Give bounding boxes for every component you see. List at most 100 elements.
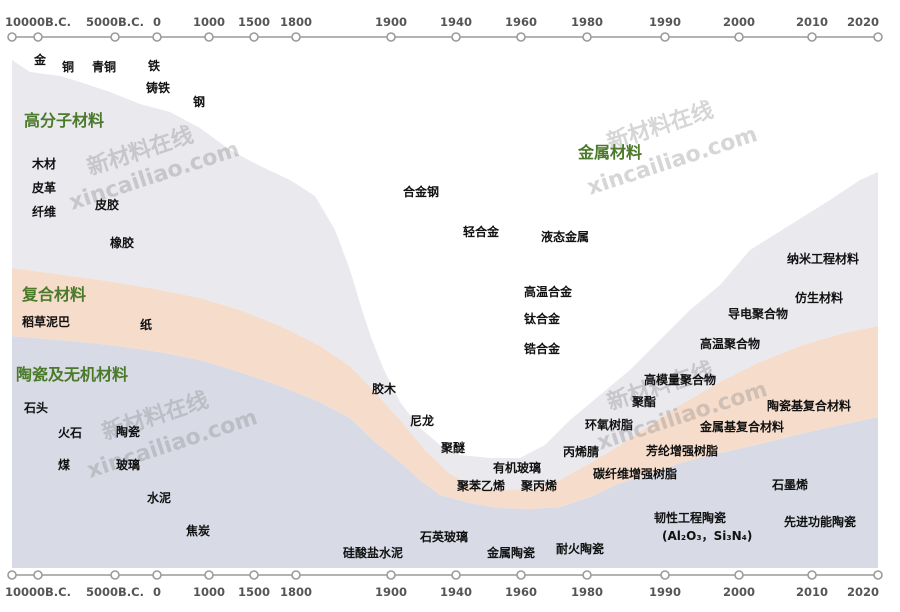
label-ceramic-matrix-composite: 陶瓷基复合材料 (767, 398, 851, 413)
axis-tick-dot (451, 32, 461, 42)
composite-band (12, 268, 878, 509)
axis-tick-label: 0 (153, 585, 161, 599)
label-cast-iron: 铸铁 (146, 80, 170, 95)
label-biomimetic: 仿生材料 (795, 290, 843, 305)
axis-tick-label: 2020 (847, 585, 879, 599)
axis-tick-dot (33, 570, 43, 580)
label-zirconium-alloy: 锆合金 (524, 341, 561, 356)
label-cermet: 金属陶瓷 (486, 545, 535, 560)
label-metal-matrix-composite: 金属基复合材料 (699, 419, 784, 434)
label-coke: 焦炭 (185, 523, 210, 538)
label-high-modulus-polymer: 高模量聚合物 (644, 372, 716, 387)
axis-tick-label: 1940 (440, 15, 472, 29)
axis-tick-dot (660, 32, 670, 42)
axis-tick-label: 1990 (649, 15, 681, 29)
label-titanium-alloy: 钛合金 (524, 311, 561, 326)
label-tough-ceramics-formula: (Al₂O₃，Si₃N₄) (662, 529, 752, 543)
axis-tick-dot (660, 570, 670, 580)
axis-tick-dot (204, 32, 214, 42)
axis-tick-label: 1000 (193, 15, 225, 29)
label-steel: 钢 (193, 94, 205, 109)
category-metal: 金属材料 (577, 143, 642, 162)
label-polyester: 聚酯 (631, 394, 656, 409)
label-advanced-functional-ceramics: 先进功能陶瓷 (784, 514, 856, 529)
label-stone: 石头 (23, 400, 48, 415)
label-silicate-cement: 硅酸盐水泥 (343, 545, 403, 560)
axis-tick-label: 1990 (649, 585, 681, 599)
label-epoxy: 环氧树脂 (585, 417, 633, 432)
label-alloy-steel: 合金钢 (403, 184, 439, 199)
label-glass: 玻璃 (116, 457, 140, 472)
axis-tick-label: 2010 (796, 585, 828, 599)
axis-tick-label: 1800 (280, 15, 312, 29)
label-liquid-metal: 液态金属 (541, 229, 589, 244)
label-polypropylene: 聚丙烯 (520, 478, 557, 493)
axis-tick-dot (291, 32, 301, 42)
axis-tick-dot (807, 32, 817, 42)
label-paper: 纸 (140, 317, 152, 332)
bottom-axis: 10000B.C. 5000B.C. 0 1000 1500 1800 1900 1940 19… (5, 570, 883, 599)
axis-tick-dot (734, 32, 744, 42)
label-quartz-glass: 石英玻璃 (419, 529, 468, 544)
axis-tick-label: 1900 (375, 585, 407, 599)
axis-tick-dot (807, 570, 817, 580)
axis-tick-dot (386, 32, 396, 42)
label-superalloy: 高温合金 (524, 284, 573, 299)
ceramic-band (12, 336, 878, 568)
label-bronze: 青铜 (92, 59, 116, 74)
bottom-axis-dots (7, 570, 883, 580)
axis-tick-dot (291, 570, 301, 580)
label-gold: 金 (33, 52, 47, 67)
label-light-alloy: 轻合金 (463, 224, 500, 239)
axis-tick-dot (386, 570, 396, 580)
label-coal: 煤 (58, 457, 70, 472)
label-copper: 铜 (62, 59, 74, 74)
axis-tick-dot (516, 570, 526, 580)
axis-tick-dot (152, 570, 162, 580)
label-plexiglass: 有机玻璃 (493, 460, 541, 475)
axis-tick-label: 1500 (238, 585, 270, 599)
top-axis: 10000B.C. 5000B.C. 0 1000 1500 1800 1900 1940 19… (5, 15, 883, 42)
label-tough-ceramics: 韧性工程陶瓷 (654, 510, 726, 525)
label-rubber: 橡胶 (110, 235, 134, 250)
axis-tick-label: 10000B.C. (5, 585, 71, 599)
label-cement: 水泥 (147, 490, 171, 505)
axis-tick-dot (33, 32, 43, 42)
axis-tick-label: 2010 (796, 15, 828, 29)
axis-tick-label: 1940 (440, 585, 472, 599)
category-ceramic: 陶瓷及无机材料 (16, 365, 128, 384)
label-aramid-resin: 芳纶增强树脂 (646, 443, 718, 458)
axis-tick-dot (7, 570, 17, 580)
axis-tick-label: 5000B.C. (86, 15, 144, 29)
category-composite: 复合材料 (21, 285, 86, 304)
axis-tick-dot (152, 32, 162, 42)
axis-tick-label: 5000B.C. (86, 585, 144, 599)
label-iron: 铁 (148, 58, 160, 73)
label-carbon-fiber-resin: 碳纤维增强树脂 (593, 466, 677, 481)
bottom-axis-ticks: 10000B.C. 5000B.C. 0 1000 1500 1800 1900 1940 19… (5, 585, 879, 599)
label-graphene: 石墨烯 (771, 477, 808, 492)
axis-tick-label: 1960 (505, 15, 537, 29)
axis-tick-label: 1000 (193, 585, 225, 599)
axis-tick-dot (204, 570, 214, 580)
label-bakelite: 胶木 (372, 381, 397, 396)
label-polyether: 聚醚 (440, 440, 465, 455)
label-high-temp-polymer: 高温聚合物 (700, 336, 760, 351)
label-conductive-polymer: 导电聚合物 (728, 306, 788, 321)
axis-tick-dot (582, 570, 592, 580)
label-pottery: 陶瓷 (116, 424, 140, 439)
axis-tick-label: 2000 (723, 585, 755, 599)
axis-tick-dot (734, 570, 744, 580)
axis-tick-dot (516, 32, 526, 42)
label-refractory: 耐火陶瓷 (556, 541, 604, 556)
label-leather: 皮革 (31, 180, 56, 195)
axis-tick-label: 0 (153, 15, 161, 29)
axis-tick-dot (582, 32, 592, 42)
axis-tick-dot (873, 32, 883, 42)
axis-tick-dot (249, 32, 259, 42)
axis-tick-dot (110, 570, 120, 580)
label-fiber: 纤维 (32, 204, 56, 219)
label-nano-engineering: 纳米工程材料 (787, 251, 859, 266)
axis-tick-label: 10000B.C. (5, 15, 71, 29)
